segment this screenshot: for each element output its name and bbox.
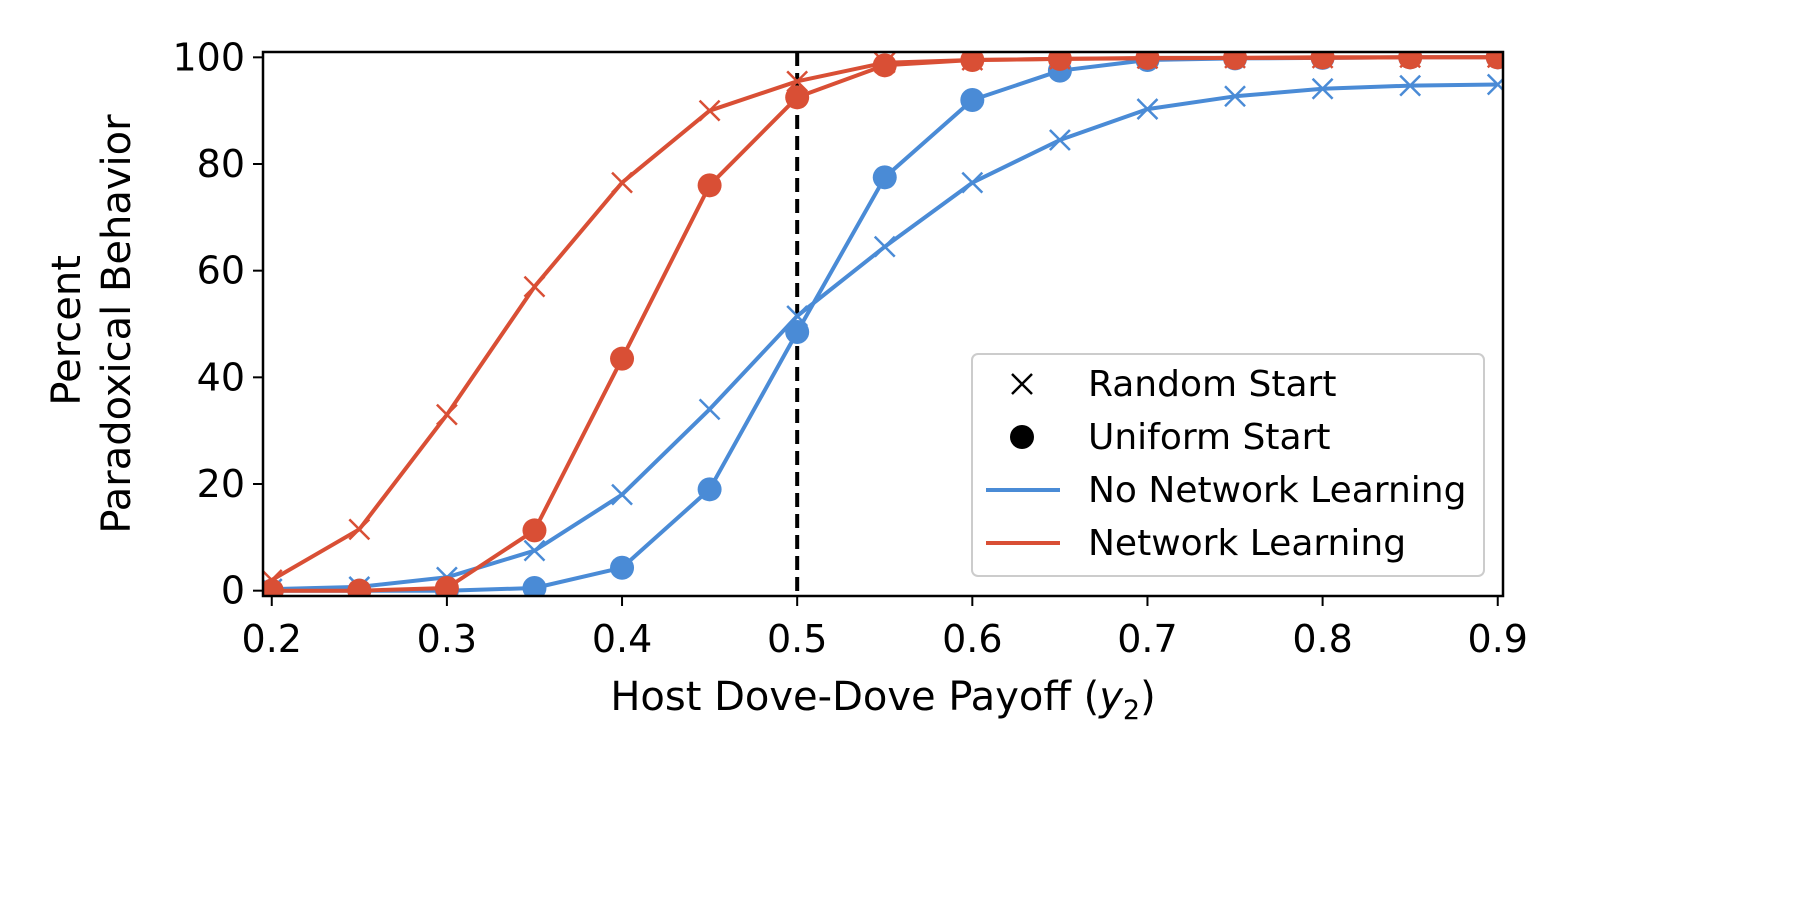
data-point xyxy=(960,88,985,112)
axis-ticks: 0.2 0.3 0.4 0.5 0.6 0.7 0.8 0.9 0 20 40 60 80 100 xyxy=(172,35,1527,661)
data-point xyxy=(1311,77,1334,100)
data-point xyxy=(785,85,810,110)
data-point xyxy=(960,52,985,72)
data-point xyxy=(961,171,984,194)
data-point xyxy=(697,477,722,502)
data-point xyxy=(1486,73,1503,96)
legend-handle-circle xyxy=(1010,425,1034,449)
data-point xyxy=(1310,52,1335,70)
legend-entry: Random Start xyxy=(1011,364,1336,405)
data-point xyxy=(1224,85,1246,108)
data-point xyxy=(263,578,284,596)
data-point xyxy=(611,483,633,506)
legend-entry: Uniform Start xyxy=(1010,417,1331,458)
data-point xyxy=(522,576,547,596)
legend-label: No Network Learning xyxy=(1088,470,1466,511)
x-tick-label: 0.9 xyxy=(1468,617,1528,661)
data-point xyxy=(523,539,546,562)
x-tick-label: 0.8 xyxy=(1292,617,1352,661)
y-axis-label-line-1: Percent xyxy=(44,255,90,406)
legend: Random Start Uniform Start No Network Lear… xyxy=(971,353,1485,577)
data-point xyxy=(785,320,810,344)
data-point xyxy=(698,99,721,122)
data-point xyxy=(1223,52,1248,70)
data-point xyxy=(434,576,459,596)
legend-box xyxy=(971,353,1485,577)
y-axis-label: Percent Paradoxical Behavior xyxy=(44,114,140,534)
data-point xyxy=(873,235,896,258)
x-tick-label: 0.7 xyxy=(1117,617,1177,661)
data-point xyxy=(611,171,633,194)
legend-label: Random Start xyxy=(1088,364,1336,405)
x-tick-label: 0.4 xyxy=(592,617,652,661)
data-point xyxy=(610,555,635,580)
plot-frame xyxy=(261,50,1505,598)
x-tick-label: 0.2 xyxy=(242,617,302,661)
data-point xyxy=(698,398,721,421)
data-point xyxy=(872,53,897,78)
data-point xyxy=(523,275,546,298)
data-point xyxy=(1399,74,1422,97)
y-tick-label: 20 xyxy=(197,462,245,506)
legend-label: Uniform Start xyxy=(1088,417,1331,458)
data-point xyxy=(1485,52,1503,70)
y-axis-label-line-2: Paradoxical Behavior xyxy=(94,114,140,534)
data-point xyxy=(348,518,371,541)
data-point xyxy=(1398,52,1423,70)
y-tick-label: 40 xyxy=(197,355,245,399)
x-tick-label: 0.5 xyxy=(767,617,827,661)
y-tick-label: 100 xyxy=(172,35,245,79)
data-point xyxy=(347,578,372,596)
legend-entry: Network Learning xyxy=(986,523,1406,564)
data-point xyxy=(436,403,458,426)
y-tick-label: 80 xyxy=(197,142,245,186)
data-point xyxy=(872,165,897,190)
data-point xyxy=(522,518,547,543)
x-tick-label: 0.6 xyxy=(942,617,1002,661)
data-point xyxy=(697,173,722,198)
y-tick-label: 0 xyxy=(221,569,245,613)
y-tick-label: 60 xyxy=(197,249,245,293)
data-point xyxy=(1136,98,1159,120)
legend-entry: No Network Learning xyxy=(986,470,1466,511)
series-3 xyxy=(263,52,1503,596)
x-axis-label: Host Dove-Dove Payoff (y2) xyxy=(610,674,1155,726)
data-point xyxy=(1047,52,1072,71)
x-tick-label: 0.3 xyxy=(417,617,477,661)
plot-area xyxy=(263,52,1503,596)
legend-handle-x xyxy=(1011,373,1033,395)
data-point xyxy=(610,346,635,371)
data-point xyxy=(1049,129,1071,151)
legend-label: Network Learning xyxy=(1088,523,1406,564)
data-point xyxy=(1135,52,1160,70)
